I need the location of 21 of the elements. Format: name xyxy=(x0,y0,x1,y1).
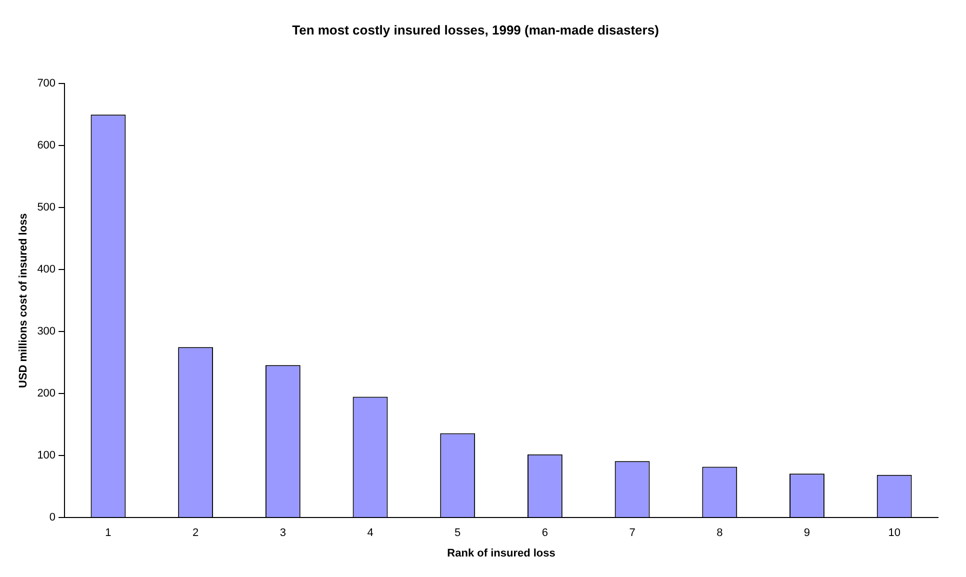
x-tick-label: 3 xyxy=(280,527,286,540)
y-tick-label: 500 xyxy=(37,202,56,214)
y-tick-label: 600 xyxy=(37,140,56,152)
y-tick-label: 100 xyxy=(37,450,56,462)
y-tick-label: 400 xyxy=(37,264,56,276)
y-axis-title: USD millions cost of insured loss xyxy=(18,213,30,388)
x-axis-title: Rank of insured loss xyxy=(447,547,556,560)
x-tick-label: 2 xyxy=(192,527,199,540)
chart-title: Ten most costly insured losses, 1999 (man-made disasters) xyxy=(292,22,659,38)
x-tick-label: 9 xyxy=(804,527,810,540)
y-tick-label: 200 xyxy=(37,388,56,400)
x-tick-label: 10 xyxy=(888,527,900,540)
x-tick-label: 5 xyxy=(454,527,461,540)
x-tick-label: 6 xyxy=(542,527,548,540)
x-tick-label: 4 xyxy=(367,527,374,540)
y-tick-label: 0 xyxy=(49,512,56,524)
x-tick-label: 1 xyxy=(105,527,112,540)
y-tick-label: 700 xyxy=(37,78,56,90)
y-tick-label: 300 xyxy=(37,326,56,338)
x-tick-label: 7 xyxy=(629,527,636,540)
x-tick-label: 8 xyxy=(716,527,723,540)
